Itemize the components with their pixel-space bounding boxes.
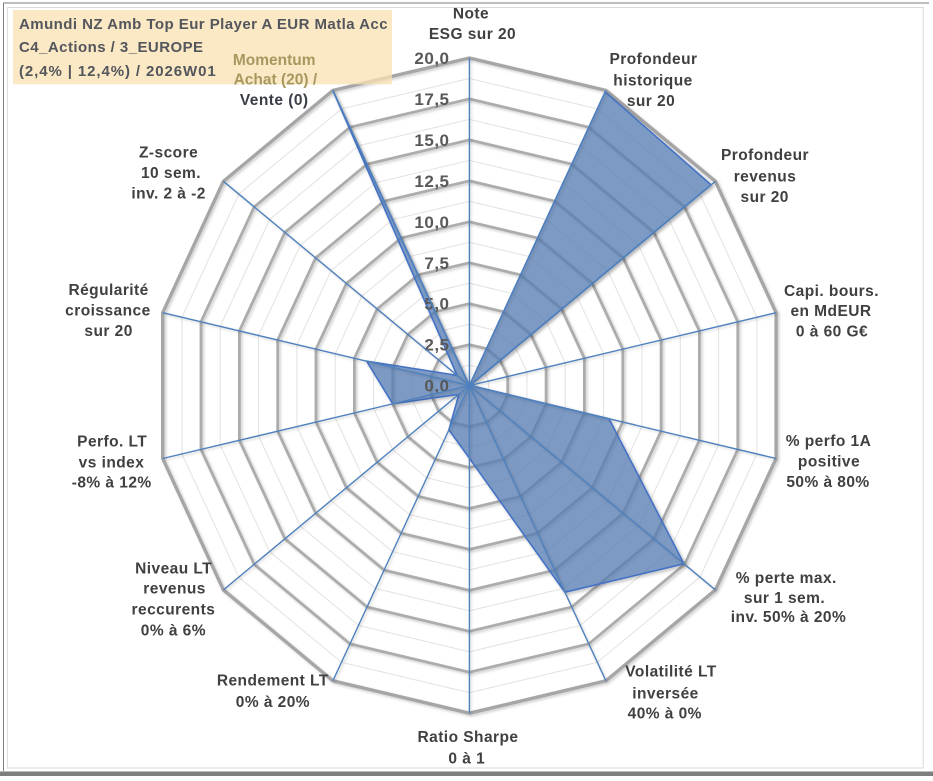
svg-text:en MdEUR: en MdEUR [790, 303, 871, 320]
svg-text:% perfo 1A: % perfo 1A [786, 433, 871, 450]
svg-text:50% à 80%: 50% à 80% [786, 474, 869, 491]
svg-text:vs index: vs index [79, 454, 145, 471]
svg-text:revenus: revenus [734, 168, 797, 185]
svg-text:inversée: inversée [632, 686, 699, 703]
svg-text:inv. 2 à -2: inv. 2 à -2 [131, 185, 205, 202]
svg-text:sur 20: sur 20 [741, 189, 789, 206]
svg-text:revenus: revenus [143, 581, 206, 598]
svg-text:positive: positive [798, 454, 860, 471]
svg-text:% perte max.: % perte max. [736, 570, 837, 587]
svg-text:0 à 1: 0 à 1 [448, 750, 485, 767]
svg-text:Achat (20) /: Achat (20) / [234, 71, 318, 88]
svg-text:12,5: 12,5 [414, 172, 449, 191]
svg-text:-8% à 12%: -8% à 12% [72, 474, 152, 491]
svg-text:Ratio Sharpe: Ratio Sharpe [417, 729, 518, 746]
svg-text:sur 20: sur 20 [84, 323, 132, 340]
svg-text:Amundi NZ Amb Top Eur Player A: Amundi NZ Amb Top Eur Player A EUR Matla… [19, 16, 388, 33]
svg-text:0 à 60 G€: 0 à 60 G€ [796, 324, 868, 341]
svg-text:historique: historique [613, 73, 692, 90]
svg-text:Z-score: Z-score [139, 145, 198, 162]
svg-text:15,0: 15,0 [414, 131, 449, 150]
svg-text:(2,4% | 12,4%) / 2026W01: (2,4% | 12,4%) / 2026W01 [19, 63, 217, 80]
svg-text:10,0: 10,0 [414, 213, 449, 232]
svg-text:Momentum: Momentum [233, 52, 316, 69]
svg-text:Note: Note [453, 5, 489, 22]
svg-text:Rendement LT: Rendement LT [217, 673, 329, 690]
svg-text:Régularité: Régularité [68, 282, 148, 299]
svg-text:0% à 6%: 0% à 6% [141, 622, 206, 639]
svg-text:ESG sur 20: ESG sur 20 [429, 26, 516, 43]
svg-text:sur 1 sem.: sur 1 sem. [744, 590, 825, 607]
svg-text:Profondeur: Profondeur [609, 51, 697, 68]
svg-text:7,5: 7,5 [424, 254, 449, 273]
svg-text:Perfo. LT: Perfo. LT [77, 434, 147, 451]
svg-text:Niveau LT: Niveau LT [135, 560, 212, 577]
svg-text:Profondeur: Profondeur [721, 147, 809, 164]
svg-text:Vente (0): Vente (0) [240, 92, 309, 109]
svg-text:Volatilité LT: Volatilité LT [625, 663, 716, 680]
svg-text:5,0: 5,0 [424, 295, 449, 314]
svg-text:20,0: 20,0 [414, 49, 449, 68]
svg-text:0% à 20%: 0% à 20% [236, 694, 310, 711]
svg-text:inv. 50% à 20%: inv. 50% à 20% [731, 609, 846, 626]
svg-text:Capi. bours.: Capi. bours. [784, 283, 879, 300]
svg-text:40% à 0%: 40% à 0% [628, 706, 702, 723]
svg-text:0,0: 0,0 [424, 377, 449, 396]
svg-text:croissance: croissance [65, 302, 151, 319]
svg-text:17,5: 17,5 [414, 90, 449, 109]
svg-text:sur 20: sur 20 [627, 93, 675, 110]
svg-text:C4_Actions / 3_EUROPE: C4_Actions / 3_EUROPE [19, 39, 204, 56]
svg-text:10 sem.: 10 sem. [141, 165, 201, 182]
svg-text:2,5: 2,5 [424, 336, 449, 355]
svg-text:reccurents: reccurents [132, 602, 216, 619]
